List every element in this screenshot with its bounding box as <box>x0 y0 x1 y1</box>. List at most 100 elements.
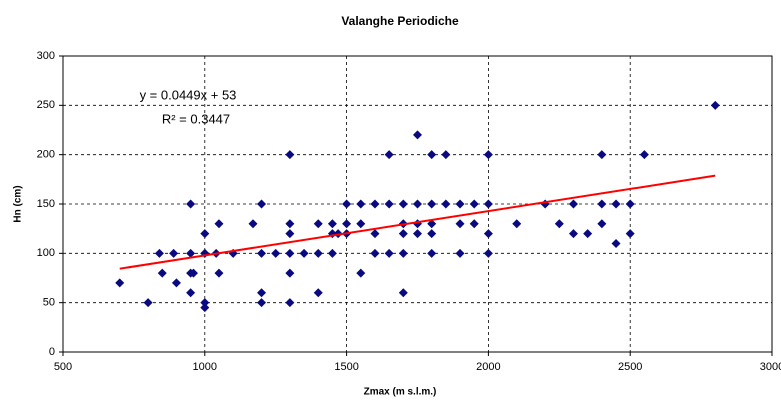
point <box>398 288 408 298</box>
point <box>285 248 295 258</box>
point <box>356 268 366 278</box>
x-tick-label: 2000 <box>476 361 500 373</box>
y-tick-label: 50 <box>43 297 55 309</box>
point <box>248 219 258 229</box>
point <box>483 229 493 239</box>
point <box>271 248 281 258</box>
point <box>427 150 437 160</box>
point <box>384 248 394 258</box>
point <box>115 278 125 288</box>
point <box>455 248 465 258</box>
point <box>384 199 394 209</box>
point <box>327 248 337 258</box>
point <box>427 199 437 209</box>
point <box>342 219 352 229</box>
point <box>186 248 196 258</box>
point <box>427 229 437 239</box>
point <box>186 288 196 298</box>
point <box>370 229 380 239</box>
point <box>157 268 167 278</box>
trendline-r2: R² = 0.3447 <box>162 111 230 126</box>
point <box>611 238 621 248</box>
point <box>625 229 635 239</box>
point <box>285 150 295 160</box>
point <box>512 219 522 229</box>
point <box>257 199 267 209</box>
point <box>313 248 323 258</box>
chart-title: Valanghe Periodiche <box>341 14 459 28</box>
point <box>285 229 295 239</box>
point <box>257 298 267 308</box>
point <box>285 298 295 308</box>
point <box>413 199 422 209</box>
y-tick-label: 150 <box>37 198 55 210</box>
x-tick-label: 1000 <box>193 361 217 373</box>
point <box>611 199 621 209</box>
point <box>356 199 366 209</box>
x-tick-label: 2500 <box>618 361 642 373</box>
point <box>441 199 451 209</box>
point <box>171 278 181 288</box>
point <box>483 150 493 160</box>
point <box>214 219 224 229</box>
point <box>568 229 578 239</box>
point <box>413 219 422 229</box>
point <box>257 288 267 298</box>
point <box>413 130 422 140</box>
point <box>342 199 352 209</box>
point <box>186 199 196 209</box>
point <box>299 248 309 258</box>
point <box>370 248 380 258</box>
point <box>143 298 153 308</box>
point <box>710 100 720 110</box>
point <box>169 248 179 258</box>
point <box>154 248 164 258</box>
point <box>200 229 210 239</box>
point <box>313 288 323 298</box>
point <box>398 199 408 209</box>
point <box>257 248 267 258</box>
point <box>285 268 295 278</box>
point <box>441 150 451 160</box>
x-axis-label: Zmax (m s.l.m.) <box>364 387 437 398</box>
point <box>625 199 635 209</box>
x-tick-label: 500 <box>54 361 72 373</box>
point <box>427 219 437 229</box>
point <box>370 199 380 209</box>
point <box>384 150 394 160</box>
point <box>554 219 564 229</box>
point <box>413 229 422 239</box>
y-tick-label: 200 <box>37 149 55 161</box>
point <box>583 229 593 239</box>
point <box>639 150 649 160</box>
point <box>398 229 408 239</box>
point <box>356 219 366 229</box>
point <box>427 248 437 258</box>
point <box>483 199 493 209</box>
point <box>455 199 465 209</box>
y-tick-label: 250 <box>37 99 55 111</box>
plot-area <box>62 55 773 353</box>
y-tick-label: 100 <box>37 247 55 259</box>
x-tick-label: 1500 <box>334 361 358 373</box>
point <box>313 219 323 229</box>
point <box>200 248 210 258</box>
point <box>214 268 224 278</box>
point <box>483 248 493 258</box>
point <box>597 219 607 229</box>
trendline-equation: y = 0.0449x + 53 <box>140 87 237 102</box>
y-tick-label: 300 <box>37 50 55 62</box>
trendline <box>119 174 716 270</box>
point <box>200 298 210 308</box>
point <box>285 219 295 229</box>
y-axis-label: Hn (cm) <box>13 185 24 222</box>
point <box>398 248 408 258</box>
point <box>597 150 607 160</box>
point <box>597 199 607 209</box>
point <box>188 268 198 278</box>
point <box>469 199 479 209</box>
point <box>568 199 578 209</box>
point <box>469 219 479 229</box>
